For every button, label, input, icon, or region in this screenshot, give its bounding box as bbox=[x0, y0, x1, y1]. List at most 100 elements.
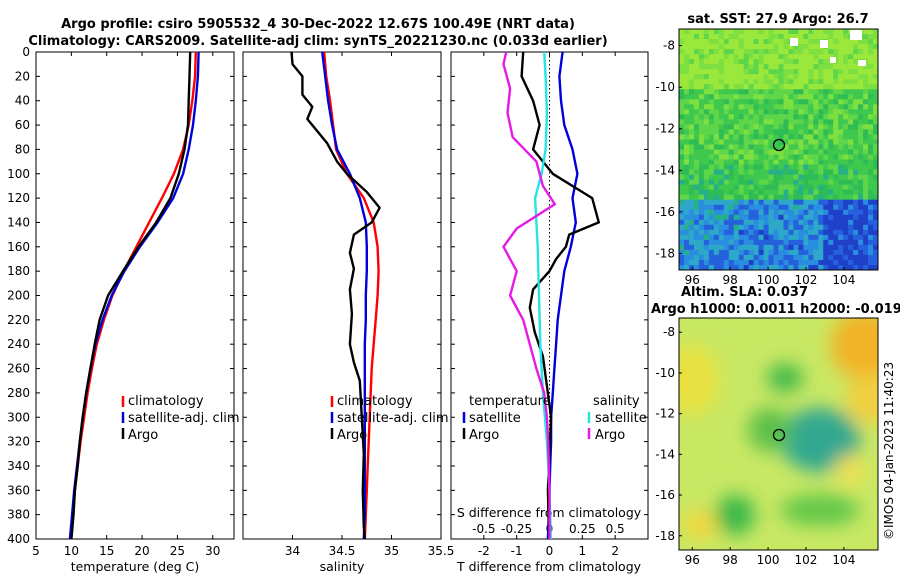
sst-pixel bbox=[808, 189, 814, 195]
sst-pixel bbox=[718, 154, 725, 160]
sst-pixel bbox=[873, 94, 878, 100]
sst-pixel bbox=[733, 194, 739, 201]
sst-pixel bbox=[698, 174, 705, 180]
sst-pixel bbox=[743, 29, 749, 35]
sst-pixel bbox=[778, 124, 784, 130]
sst-pixel bbox=[688, 34, 695, 40]
sst-pixel bbox=[823, 249, 829, 256]
sst-pixel bbox=[808, 104, 814, 110]
depth-tick-label: 60 bbox=[15, 118, 30, 132]
sst-pixel bbox=[743, 264, 749, 270]
sst-pixel bbox=[708, 199, 715, 206]
sst-pixel bbox=[743, 229, 749, 236]
sst-pixel bbox=[773, 149, 779, 155]
sst-pixel bbox=[818, 84, 824, 90]
sst-pixel bbox=[813, 214, 819, 221]
sst-pixel bbox=[873, 89, 878, 95]
sst-pixel bbox=[808, 199, 814, 206]
sst-pixel bbox=[708, 134, 715, 140]
sst-pixel bbox=[873, 99, 878, 105]
sst-pixel bbox=[813, 209, 819, 216]
sst-pixel bbox=[753, 84, 759, 90]
sst-pixel bbox=[798, 239, 804, 246]
sst-pixel bbox=[688, 259, 695, 266]
sst-pixel bbox=[683, 209, 690, 216]
sst-pixel bbox=[788, 194, 794, 201]
sst-pixel bbox=[688, 159, 695, 165]
sst-pixel bbox=[818, 254, 824, 261]
sst-pixel bbox=[698, 239, 705, 246]
sst-pixel bbox=[808, 109, 814, 115]
sst-pixel bbox=[753, 129, 759, 135]
sst-pixel bbox=[773, 234, 779, 241]
sst-pixel bbox=[858, 199, 864, 206]
sst-pixel bbox=[813, 104, 819, 110]
sst-pixel bbox=[838, 44, 844, 50]
sst-pixel bbox=[873, 174, 878, 180]
sst-pixel bbox=[818, 204, 824, 211]
sst-pixel bbox=[679, 139, 685, 145]
sst-pixel bbox=[723, 264, 730, 270]
sst-pixel bbox=[848, 164, 854, 170]
sst-pixel bbox=[818, 104, 824, 110]
legend-t-satellite-label: satellite bbox=[469, 411, 521, 426]
sst-pixel bbox=[688, 69, 695, 75]
sst-pixel bbox=[783, 214, 789, 221]
sst-pixel bbox=[723, 84, 730, 90]
sst-pixel bbox=[778, 199, 784, 206]
sst-pixel bbox=[733, 59, 739, 65]
sst-pixel bbox=[698, 39, 705, 45]
sst-pixel bbox=[679, 29, 685, 35]
sst-pixel bbox=[823, 159, 829, 165]
sst-pixel bbox=[843, 219, 849, 226]
sst-pixel bbox=[743, 234, 749, 241]
sst-pixel bbox=[763, 129, 769, 135]
sst-pixel bbox=[818, 124, 824, 130]
sst-pixel bbox=[748, 49, 754, 55]
sst-pixel bbox=[818, 34, 824, 40]
sst-pixel bbox=[713, 69, 720, 75]
sst-pixel bbox=[743, 204, 749, 211]
sst-pixel bbox=[688, 229, 695, 236]
sst-pixel bbox=[833, 54, 839, 60]
sst-pixel bbox=[723, 189, 730, 195]
sst-pixel bbox=[738, 64, 744, 70]
sst-pixel bbox=[863, 249, 869, 256]
sst-pixel bbox=[783, 174, 789, 180]
sst-pixel bbox=[753, 249, 759, 256]
sst-pixel bbox=[683, 119, 690, 125]
sst-pixel bbox=[738, 54, 744, 60]
sst-pixel bbox=[838, 114, 844, 120]
sst-pixel bbox=[778, 164, 784, 170]
sst-pixel bbox=[813, 204, 819, 211]
sst-pixel bbox=[693, 74, 700, 80]
sst-pixel bbox=[823, 224, 829, 231]
sst-pixel bbox=[818, 164, 824, 170]
sst-pixel bbox=[748, 79, 754, 85]
sst-pixel bbox=[718, 229, 725, 236]
sst-pixel bbox=[713, 99, 720, 105]
sst-pixel bbox=[723, 239, 730, 246]
sst-pixel bbox=[718, 184, 725, 190]
sst-pixel bbox=[863, 169, 869, 175]
sst-pixel bbox=[763, 124, 769, 130]
sst-pixel bbox=[868, 49, 874, 55]
sst-pixel bbox=[753, 254, 759, 261]
sst-pixel bbox=[763, 139, 769, 145]
sst-pixel bbox=[733, 164, 739, 170]
sst-pixel bbox=[733, 84, 739, 90]
sst-pixel bbox=[758, 174, 764, 180]
sst-pixel bbox=[723, 209, 730, 216]
sst-pixel bbox=[778, 59, 784, 65]
depth-tick-label: 380 bbox=[7, 508, 30, 522]
sst-pixel bbox=[858, 139, 864, 145]
sst-pixel bbox=[753, 74, 759, 80]
sst-pixel bbox=[713, 84, 720, 90]
sst-pixel bbox=[713, 39, 720, 45]
sst-pixel bbox=[828, 244, 834, 251]
sst-pixel bbox=[803, 74, 809, 80]
sst-pixel bbox=[748, 39, 754, 45]
sst-pixel bbox=[853, 74, 859, 80]
sst-pixel bbox=[873, 239, 878, 246]
sst-pixel bbox=[798, 174, 804, 180]
